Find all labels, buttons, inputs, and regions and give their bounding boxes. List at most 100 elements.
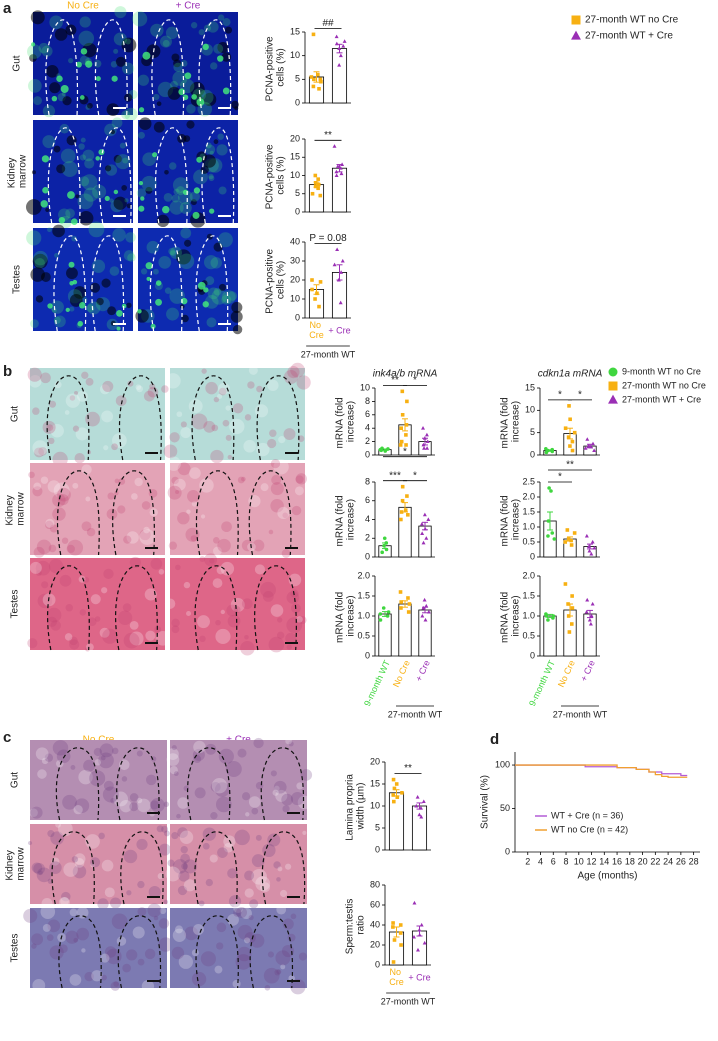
- tissue-texture: [297, 435, 305, 443]
- tissue-texture: [273, 780, 287, 794]
- tissue-texture: [256, 442, 270, 457]
- pcna-positive-nucleus: [150, 323, 156, 329]
- tissue-texture: [46, 424, 54, 432]
- tissue-texture: [255, 834, 262, 841]
- tissue-texture: [67, 539, 84, 556]
- y-tick-label: 1.0: [522, 610, 535, 620]
- tissue-texture: [27, 638, 38, 649]
- tissue-texture: [227, 614, 241, 628]
- data-point: [421, 799, 426, 804]
- tissue-texture: [136, 797, 143, 804]
- pcna-positive-nucleus: [222, 87, 230, 95]
- tissue-outline: [256, 375, 300, 461]
- tissue-texture: [255, 876, 271, 892]
- tissue-texture: [204, 553, 217, 567]
- tissue-texture: [85, 411, 100, 427]
- tissue-texture: [225, 434, 232, 441]
- data-point: [392, 799, 396, 804]
- tissue-texture: [129, 802, 139, 812]
- data-point: [420, 531, 425, 536]
- row-label: Gut: [10, 772, 21, 788]
- tissue-texture: [85, 643, 94, 652]
- y-tick-label: 0: [295, 97, 300, 107]
- pcna-positive-nucleus: [95, 156, 100, 161]
- data-point: [568, 444, 572, 448]
- pcna-positive-nucleus: [71, 218, 78, 226]
- tissue-texture: [194, 787, 206, 799]
- tissue-texture: [169, 162, 177, 170]
- tissue-texture: [213, 536, 220, 544]
- tissue-texture: [49, 15, 63, 30]
- data-point: [587, 617, 592, 622]
- tissue-texture: [175, 249, 192, 265]
- tissue-outline: [260, 747, 305, 821]
- tissue-texture: [136, 798, 151, 813]
- tissue-texture: [101, 974, 107, 981]
- tissue-texture: [213, 546, 222, 556]
- pcna-positive-nucleus: [162, 205, 170, 214]
- group-label: 27-month WT: [301, 349, 356, 359]
- tissue-texture: [49, 945, 64, 960]
- tissue-texture: [113, 154, 122, 164]
- tissue-texture: [218, 186, 227, 195]
- tissue-texture: [100, 755, 106, 761]
- x-axis-label: Age (months): [577, 871, 637, 882]
- tissue-texture: [215, 619, 221, 626]
- y-tick-label: 0.5: [522, 536, 535, 546]
- data-point: [313, 173, 318, 178]
- tissue-texture: [56, 749, 71, 764]
- data-point: [404, 433, 408, 437]
- data-point: [568, 417, 572, 422]
- y-axis-label: Lamina propria width (µm): [344, 771, 366, 840]
- tissue-texture: [247, 381, 255, 389]
- tissue-texture: [83, 187, 99, 202]
- tissue-texture: [41, 897, 53, 909]
- tissue-texture: [296, 375, 311, 390]
- tissue-texture: [187, 490, 200, 503]
- tissue-texture: [166, 456, 181, 471]
- tissue-texture: [169, 246, 182, 259]
- tissue-texture: [126, 302, 132, 309]
- tissue-texture: [173, 59, 182, 68]
- tissue-texture: [119, 142, 126, 149]
- tissue-texture: [248, 365, 258, 375]
- data-point: [572, 430, 577, 435]
- tissue-texture: [117, 610, 133, 625]
- tissue-texture: [158, 843, 171, 856]
- tissue-outline: [254, 565, 297, 651]
- tissue-texture: [262, 590, 274, 602]
- tissue-texture: [81, 521, 92, 532]
- tissue-texture: [287, 365, 300, 379]
- tissue-texture: [215, 628, 231, 645]
- tissue-outline: [261, 831, 306, 905]
- tissue-texture: [66, 544, 75, 554]
- tissue-texture: [105, 948, 122, 965]
- tissue-texture: [175, 490, 180, 495]
- tissue-texture: [218, 283, 227, 291]
- tissue-texture: [98, 752, 114, 769]
- tissue-texture: [47, 480, 61, 493]
- y-tick-label: 1.0: [357, 610, 370, 620]
- data-point: [378, 612, 383, 616]
- significance-label: **: [404, 763, 412, 774]
- tissue-texture: [87, 617, 97, 627]
- tissue-texture: [129, 556, 141, 568]
- tissue-texture: [177, 189, 193, 205]
- tissue-texture: [75, 194, 80, 199]
- y-tick-label: 8: [365, 396, 370, 406]
- tissue-texture: [287, 933, 296, 942]
- y-tick-label: 4: [365, 423, 370, 433]
- tissue-texture: [32, 440, 48, 456]
- tissue-texture: [76, 927, 90, 941]
- y-axis-label: PCNA-positive cells (%): [264, 142, 286, 210]
- data-point: [590, 601, 595, 606]
- tissue-texture: [285, 632, 297, 644]
- tissue-texture: [203, 255, 219, 270]
- tissue-texture: [241, 539, 254, 552]
- data-point: [380, 550, 384, 555]
- data-point: [334, 169, 339, 174]
- tissue-texture: [50, 831, 64, 845]
- tissue-texture: [223, 842, 234, 853]
- pcna-positive-nucleus: [146, 276, 151, 281]
- tissue-outline: [195, 915, 239, 989]
